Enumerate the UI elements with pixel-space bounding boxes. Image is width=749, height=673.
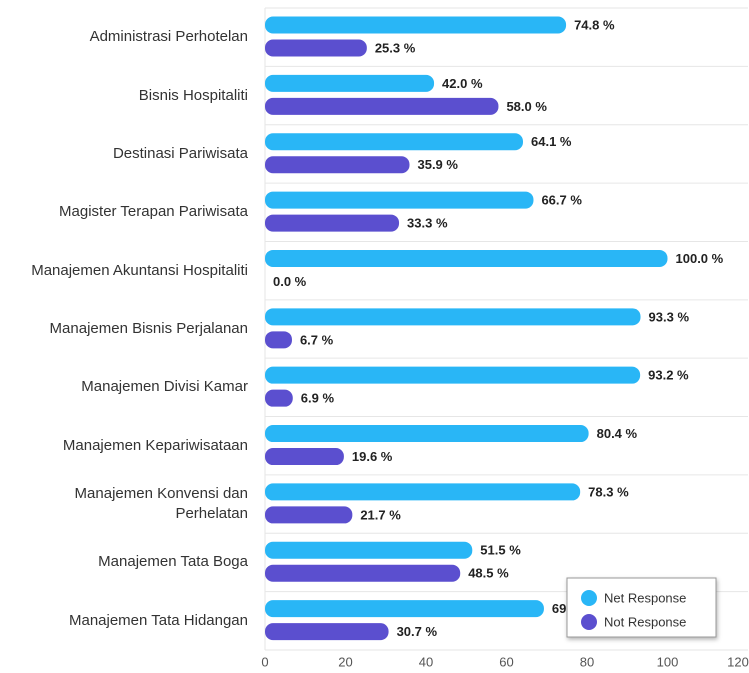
category-label: Manajemen Konvensi dan Perhelatan bbox=[74, 485, 248, 523]
value-label: 74.8 % bbox=[574, 17, 615, 32]
value-label: 30.7 % bbox=[397, 624, 438, 639]
bar bbox=[265, 389, 293, 407]
bar bbox=[265, 74, 435, 92]
x-tick-label: 60 bbox=[499, 654, 513, 669]
x-tick-label: 20 bbox=[338, 654, 352, 669]
category-label: Administrasi Perhotelan bbox=[89, 28, 248, 46]
legend-swatch bbox=[581, 614, 597, 630]
value-label: 33.3 % bbox=[407, 216, 448, 231]
value-label: 48.5 % bbox=[468, 566, 509, 581]
value-label: 51.5 % bbox=[480, 543, 521, 558]
category-label: Magister Terapan Pariwisata bbox=[59, 203, 248, 221]
bar bbox=[265, 249, 668, 267]
bar bbox=[265, 39, 367, 57]
bar bbox=[265, 425, 589, 443]
bar bbox=[265, 506, 353, 524]
bar bbox=[265, 331, 292, 349]
category-label: Manajemen Akuntansi Hospitaliti bbox=[31, 261, 248, 279]
bar bbox=[265, 448, 344, 466]
bar bbox=[265, 600, 544, 618]
bar bbox=[265, 308, 641, 326]
value-label: 100.0 % bbox=[676, 251, 724, 266]
bar bbox=[265, 366, 641, 384]
value-label: 58.0 % bbox=[506, 99, 547, 114]
bar bbox=[265, 156, 410, 174]
bar bbox=[265, 16, 567, 34]
bar bbox=[265, 541, 473, 559]
x-tick-label: 40 bbox=[419, 654, 433, 669]
bar bbox=[265, 214, 400, 232]
category-label: Destinasi Pariwisata bbox=[112, 144, 248, 162]
bar bbox=[265, 133, 524, 151]
value-label: 25.3 % bbox=[375, 40, 416, 55]
value-label: 78.3 % bbox=[588, 484, 629, 499]
category-label: Bisnis Hospitaliti bbox=[138, 86, 248, 104]
category-label: Manajemen Bisnis Perjalanan bbox=[49, 319, 248, 337]
bar bbox=[265, 564, 461, 582]
bar bbox=[265, 483, 581, 501]
category-label: Manajemen Divisi Kamar bbox=[81, 378, 248, 396]
legend-swatch bbox=[581, 590, 597, 606]
x-tick-label: 80 bbox=[580, 654, 594, 669]
category-label: Manajemen Tata Hidangan bbox=[68, 611, 248, 629]
value-label: 93.3 % bbox=[649, 309, 690, 324]
x-tick-label: 0 bbox=[261, 654, 268, 669]
bar bbox=[265, 97, 499, 115]
value-label: 42.0 % bbox=[442, 76, 483, 91]
bar bbox=[265, 623, 389, 641]
value-label: 21.7 % bbox=[360, 507, 401, 522]
category-label: Manajemen Tata Boga bbox=[98, 553, 248, 571]
value-label: 80.4 % bbox=[597, 426, 638, 441]
legend-label: Net Response bbox=[604, 590, 686, 605]
value-label: 0.0 % bbox=[273, 274, 307, 289]
value-label: 93.2 % bbox=[648, 368, 689, 383]
value-label: 19.6 % bbox=[352, 449, 393, 464]
value-label: 35.9 % bbox=[417, 157, 458, 172]
x-tick-label: 120 bbox=[727, 654, 749, 669]
value-label: 64.1 % bbox=[531, 134, 572, 149]
category-label: Manajemen Kepariwisataan bbox=[62, 436, 248, 454]
bar bbox=[265, 191, 534, 209]
x-tick-label: 100 bbox=[657, 654, 679, 669]
value-label: 6.7 % bbox=[300, 332, 334, 347]
legend-label: Not Response bbox=[604, 614, 686, 629]
value-label: 66.7 % bbox=[541, 193, 582, 208]
value-label: 6.9 % bbox=[301, 391, 335, 406]
legend: Net Response Not Response bbox=[566, 577, 717, 638]
